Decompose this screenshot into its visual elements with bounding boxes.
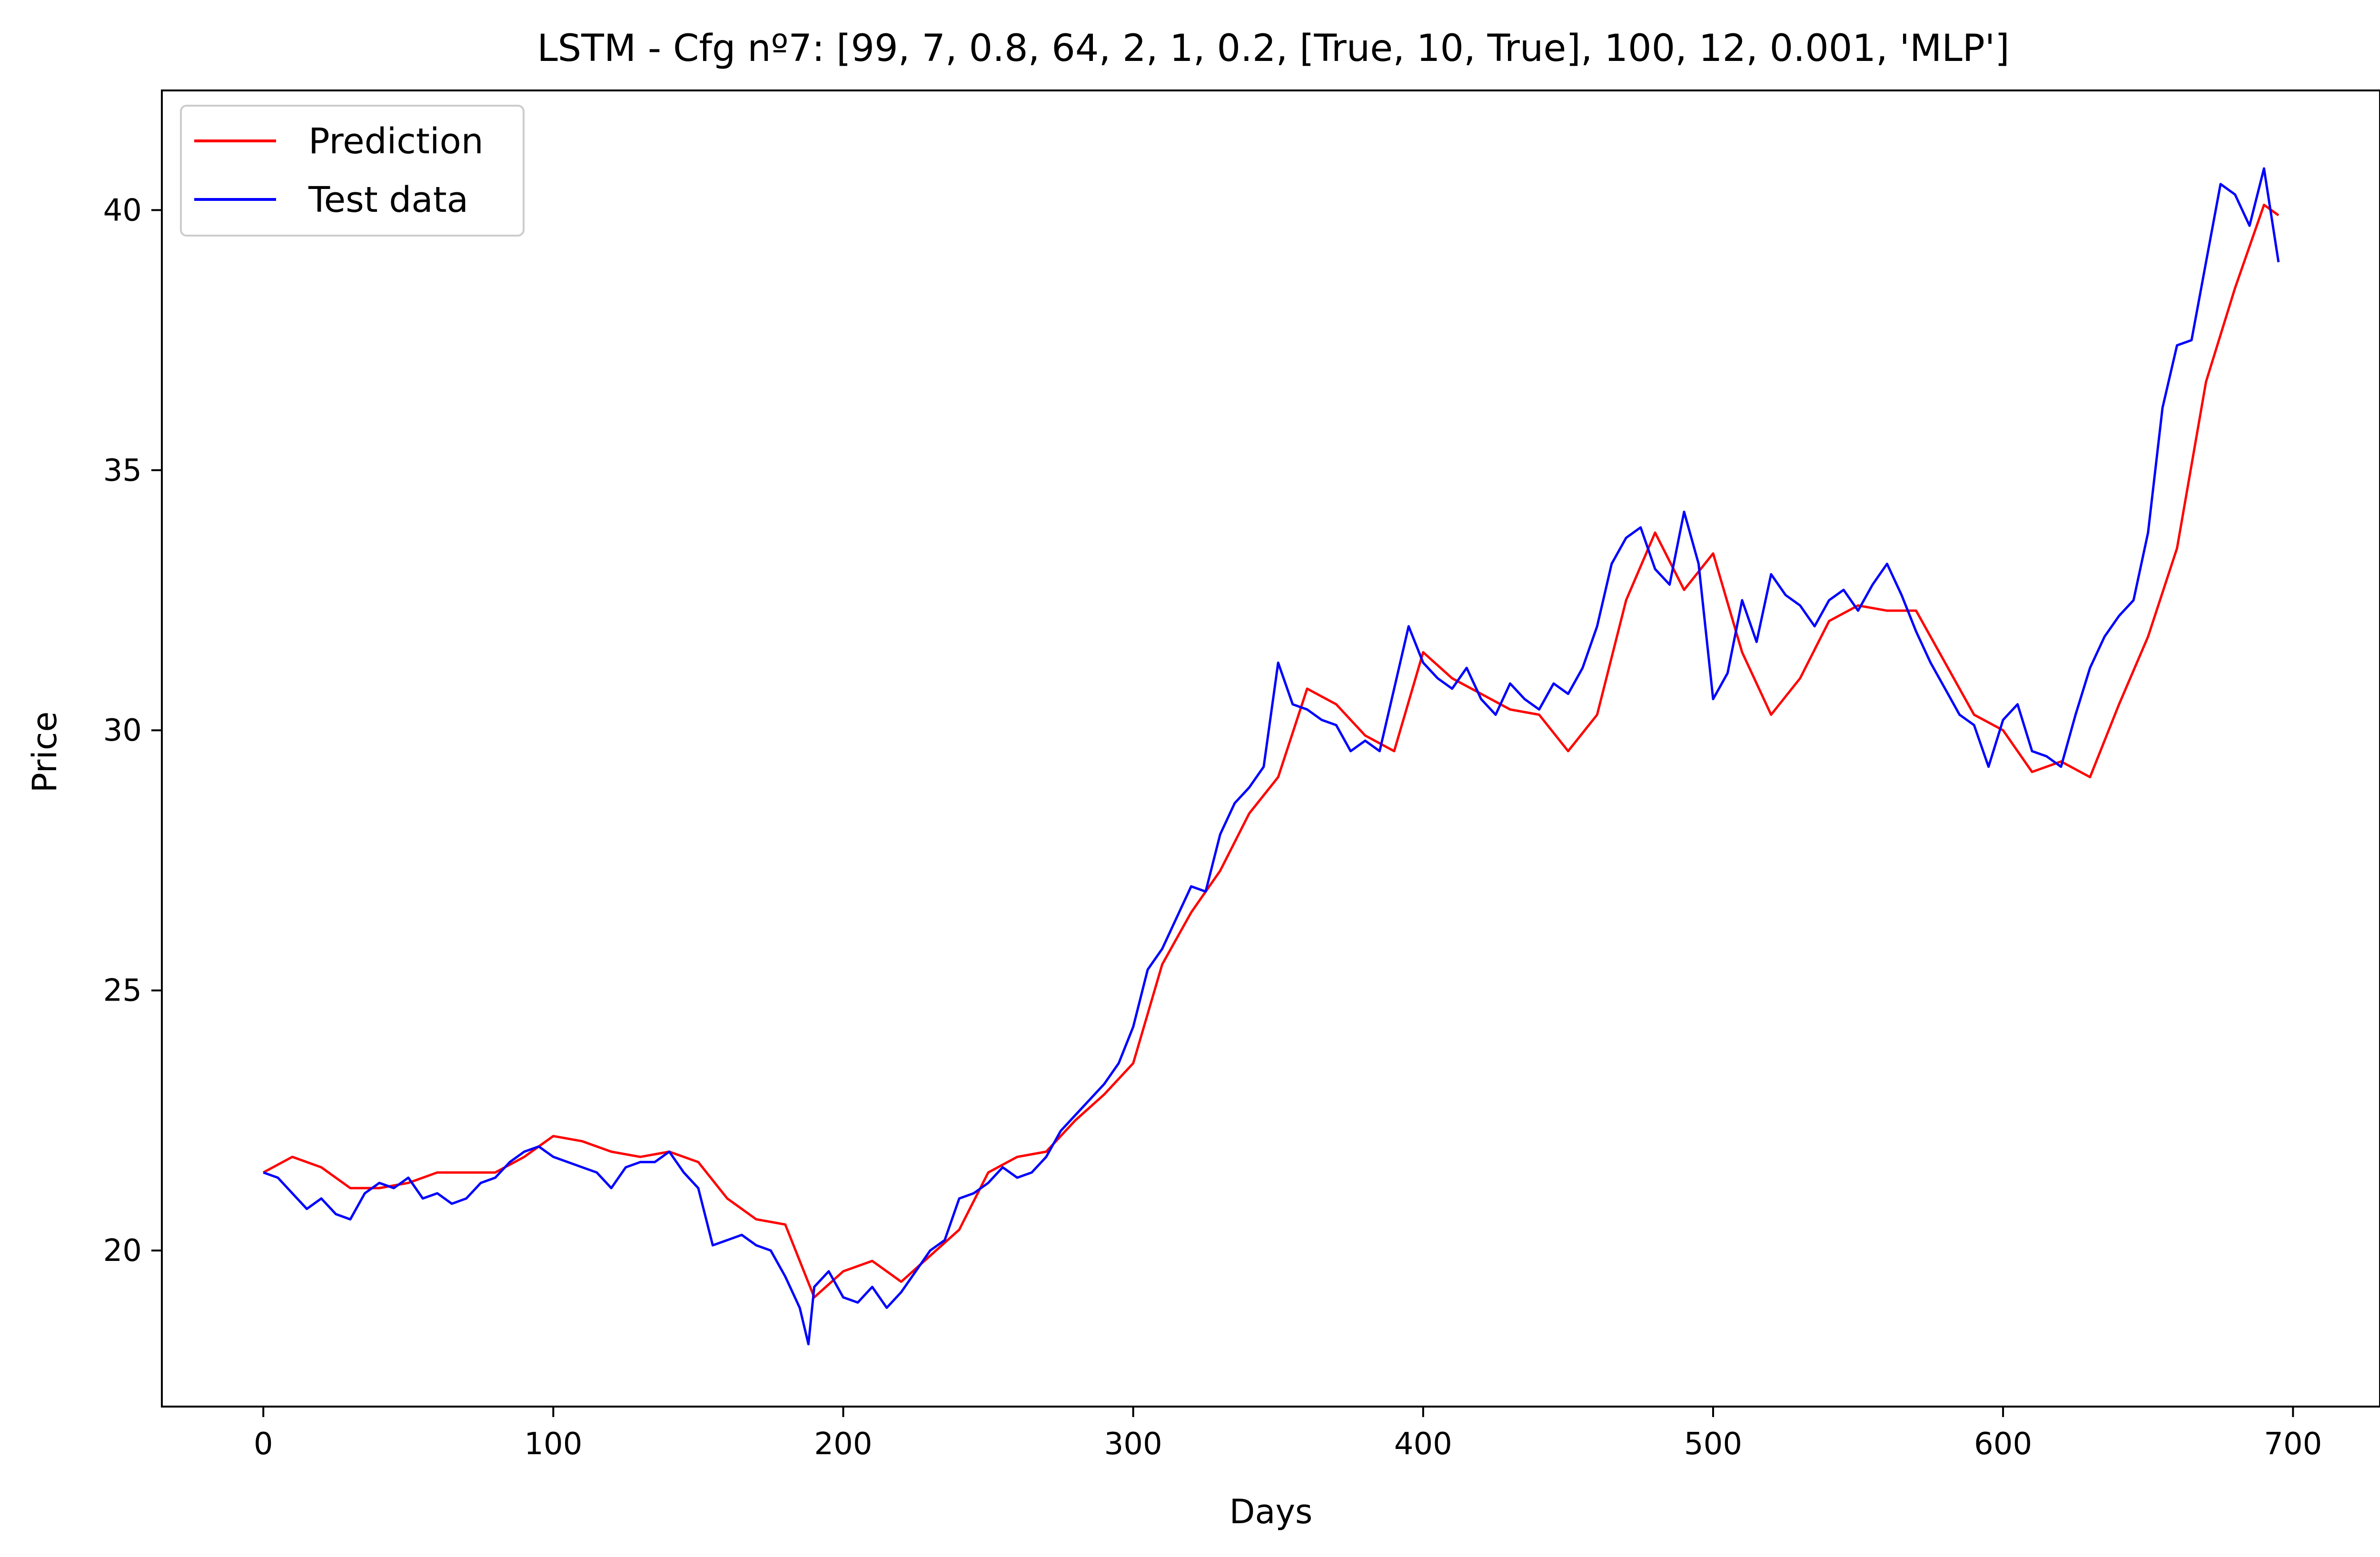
legend-label-prediction: Prediction	[308, 121, 484, 162]
x-tick-label: 600	[1974, 1427, 2032, 1462]
x-tick-label: 300	[1104, 1427, 1162, 1462]
x-tick-label: 700	[2264, 1427, 2322, 1462]
x-tick-label: 500	[1684, 1427, 1742, 1462]
y-tick-label: 35	[103, 453, 142, 488]
y-tick-label: 25	[103, 973, 142, 1009]
x-axis-label: Days	[1230, 1492, 1313, 1531]
series-line-prediction	[263, 203, 2280, 1299]
x-tick-label: 200	[814, 1427, 872, 1462]
y-tick-label: 40	[103, 193, 142, 228]
axes-frame	[161, 89, 2380, 1408]
series-line-test-data	[263, 167, 2280, 1346]
y-axis: 20 25 30 35 40	[103, 193, 162, 1269]
x-tick-label: 0	[254, 1427, 273, 1462]
y-tick-label: 20	[103, 1233, 142, 1269]
series-layer	[263, 167, 2280, 1346]
y-axis-label: Price	[25, 712, 64, 793]
x-tick-label: 100	[524, 1427, 582, 1462]
x-tick-label: 400	[1394, 1427, 1452, 1462]
legend-label-test-data: Test data	[308, 179, 468, 220]
legend: Prediction Test data	[180, 105, 525, 237]
plot-area	[161, 89, 2380, 1408]
chart-title: LSTM - Cfg nº7: [99, 7, 0.8, 64, 2, 1, 0…	[537, 27, 2009, 70]
x-axis: 0 100 200 300 400 500 600 700	[254, 1407, 2322, 1462]
legend-box	[180, 105, 525, 237]
y-tick-label: 30	[103, 713, 142, 748]
